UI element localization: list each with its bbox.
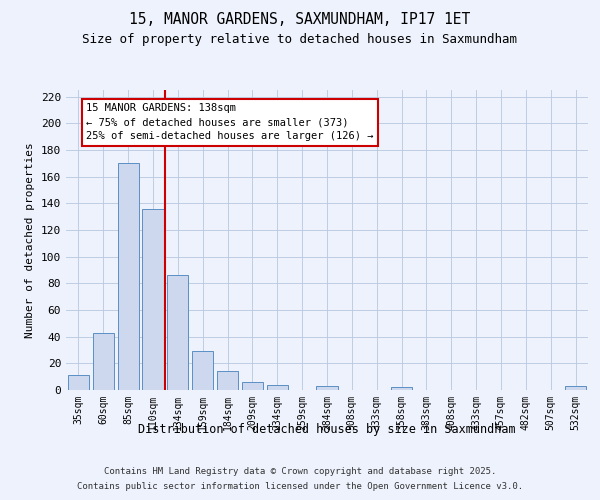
Bar: [217, 372, 238, 390]
Text: 15, MANOR GARDENS, SAXMUNDHAM, IP17 1ET: 15, MANOR GARDENS, SAXMUNDHAM, IP17 1ET: [130, 12, 470, 28]
Y-axis label: Number of detached properties: Number of detached properties: [25, 142, 35, 338]
Bar: [391, 388, 412, 390]
Bar: [118, 164, 139, 390]
Text: Distribution of detached houses by size in Saxmundham: Distribution of detached houses by size …: [138, 422, 516, 436]
Bar: [316, 386, 338, 390]
Bar: [167, 276, 188, 390]
Bar: [565, 386, 586, 390]
Bar: [93, 332, 114, 390]
Bar: [142, 208, 164, 390]
Bar: [267, 384, 288, 390]
Text: Contains HM Land Registry data © Crown copyright and database right 2025.: Contains HM Land Registry data © Crown c…: [104, 467, 496, 476]
Text: Size of property relative to detached houses in Saxmundham: Size of property relative to detached ho…: [83, 32, 517, 46]
Bar: [192, 352, 213, 390]
Bar: [242, 382, 263, 390]
Text: Contains public sector information licensed under the Open Government Licence v3: Contains public sector information licen…: [77, 482, 523, 491]
Text: 15 MANOR GARDENS: 138sqm
← 75% of detached houses are smaller (373)
25% of semi-: 15 MANOR GARDENS: 138sqm ← 75% of detach…: [86, 104, 373, 142]
Bar: [68, 376, 89, 390]
